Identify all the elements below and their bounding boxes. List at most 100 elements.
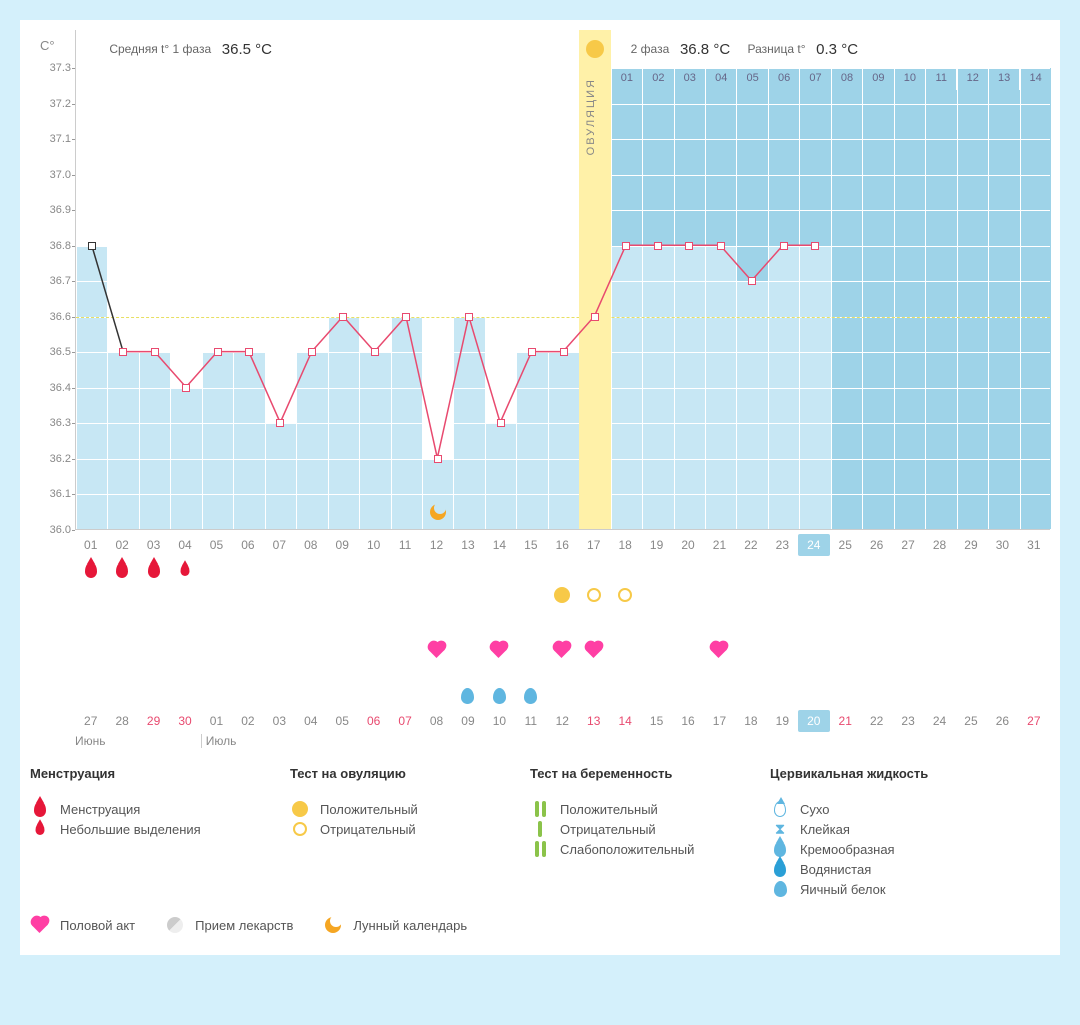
- cycle-day-label[interactable]: 17: [704, 710, 735, 732]
- cycle-day-label[interactable]: 20: [798, 710, 829, 732]
- legend-item: Положительный: [290, 799, 510, 819]
- data-point[interactable]: [308, 348, 316, 356]
- cycle-day-label[interactable]: 09: [452, 710, 483, 732]
- data-point[interactable]: [465, 313, 473, 321]
- data-point[interactable]: [497, 419, 505, 427]
- day-label[interactable]: 07: [264, 534, 295, 556]
- cycle-day-label[interactable]: 14: [609, 710, 640, 732]
- cycle-day-label[interactable]: 22: [861, 710, 892, 732]
- data-point[interactable]: [717, 242, 725, 250]
- day-label[interactable]: 02: [106, 534, 137, 556]
- data-point[interactable]: [622, 242, 630, 250]
- data-point[interactable]: [402, 313, 410, 321]
- data-point[interactable]: [560, 348, 568, 356]
- data-point[interactable]: [371, 348, 379, 356]
- day-label[interactable]: 11: [389, 534, 420, 556]
- day-label[interactable]: 22: [735, 534, 766, 556]
- cycle-day-label[interactable]: 05: [327, 710, 358, 732]
- data-point[interactable]: [591, 313, 599, 321]
- day-label[interactable]: 06: [232, 534, 263, 556]
- day-label[interactable]: 23: [767, 534, 798, 556]
- cycle-day-label[interactable]: 15: [641, 710, 672, 732]
- data-point[interactable]: [214, 348, 222, 356]
- data-point[interactable]: [780, 242, 788, 250]
- cycle-day-label[interactable]: 11: [515, 710, 546, 732]
- day-label[interactable]: 19: [641, 534, 672, 556]
- cycle-day-label[interactable]: 10: [484, 710, 515, 732]
- data-point[interactable]: [276, 419, 284, 427]
- data-point[interactable]: [748, 277, 756, 285]
- data-point[interactable]: [151, 348, 159, 356]
- intercourse-icon: [712, 642, 728, 658]
- cycle-day-label[interactable]: 12: [547, 710, 578, 732]
- cervical-icon: [493, 688, 506, 704]
- day-label[interactable]: 26: [861, 534, 892, 556]
- day-label[interactable]: 05: [201, 534, 232, 556]
- day-label[interactable]: 15: [515, 534, 546, 556]
- cycle-day-label[interactable]: 06: [358, 710, 389, 732]
- cycle-day-label[interactable]: 16: [672, 710, 703, 732]
- cycle-day-label[interactable]: 27: [75, 710, 106, 732]
- day-label[interactable]: 30: [987, 534, 1018, 556]
- day-label[interactable]: 31: [1018, 534, 1049, 556]
- cycle-day-label[interactable]: 30: [169, 710, 200, 732]
- cycle-day-label[interactable]: 27: [1018, 710, 1049, 732]
- data-point[interactable]: [119, 348, 127, 356]
- y-tick: 37.0: [50, 169, 71, 181]
- data-point[interactable]: [654, 242, 662, 250]
- cycle-day-label[interactable]: 29: [138, 710, 169, 732]
- day-label[interactable]: 27: [892, 534, 923, 556]
- day-label[interactable]: 03: [138, 534, 169, 556]
- legend-label: Положительный: [320, 802, 418, 817]
- day-label[interactable]: 14: [484, 534, 515, 556]
- data-point[interactable]: [811, 242, 819, 250]
- cycle-day-label[interactable]: 07: [389, 710, 420, 732]
- cycle-day-label[interactable]: 26: [987, 710, 1018, 732]
- data-point[interactable]: [88, 242, 96, 250]
- legend-item: Лунный календарь: [323, 915, 467, 935]
- cycle-day-label[interactable]: 19: [767, 710, 798, 732]
- plot-region[interactable]: Средняя t° 1 фаза 36.5 °C 2 фаза 36.8 °C…: [75, 30, 1050, 530]
- data-point[interactable]: [528, 348, 536, 356]
- cycle-day-label[interactable]: 28: [106, 710, 137, 732]
- cycle-day-label[interactable]: 08: [421, 710, 452, 732]
- menstruation-icon: [85, 562, 97, 578]
- cycle-day-label[interactable]: 04: [295, 710, 326, 732]
- day-label[interactable]: 09: [327, 534, 358, 556]
- day-label[interactable]: 25: [830, 534, 861, 556]
- chart-svg: [76, 30, 1050, 529]
- day-label[interactable]: 28: [924, 534, 955, 556]
- cycle-day-label[interactable]: 25: [955, 710, 986, 732]
- cycle-day-label[interactable]: 13: [578, 710, 609, 732]
- cycle-day-label[interactable]: 01: [201, 710, 232, 732]
- cycle-day-label[interactable]: 18: [735, 710, 766, 732]
- day-label[interactable]: 12: [421, 534, 452, 556]
- day-label[interactable]: 17: [578, 534, 609, 556]
- cycle-day-label[interactable]: 03: [264, 710, 295, 732]
- day-label[interactable]: 18: [609, 534, 640, 556]
- day-label[interactable]: 16: [547, 534, 578, 556]
- cycle-day-label[interactable]: 23: [892, 710, 923, 732]
- legend-item: Половой акт: [30, 915, 135, 935]
- y-axis: C° 37.337.237.137.036.936.836.736.636.53…: [30, 30, 75, 530]
- data-point[interactable]: [685, 242, 693, 250]
- day-label[interactable]: 24: [798, 534, 829, 556]
- legend-label: Яичный белок: [800, 882, 886, 897]
- legend-label: Отрицательный: [320, 822, 416, 837]
- ovulation-dot-icon: [586, 40, 604, 58]
- day-label[interactable]: 20: [672, 534, 703, 556]
- day-label[interactable]: 10: [358, 534, 389, 556]
- data-point[interactable]: [339, 313, 347, 321]
- day-label[interactable]: 13: [452, 534, 483, 556]
- day-label[interactable]: 04: [169, 534, 200, 556]
- data-point[interactable]: [434, 455, 442, 463]
- day-label[interactable]: 08: [295, 534, 326, 556]
- day-label[interactable]: 21: [704, 534, 735, 556]
- cycle-day-label[interactable]: 24: [924, 710, 955, 732]
- data-point[interactable]: [182, 384, 190, 392]
- data-point[interactable]: [245, 348, 253, 356]
- cycle-day-label[interactable]: 02: [232, 710, 263, 732]
- day-label[interactable]: 29: [955, 534, 986, 556]
- cycle-day-label[interactable]: 21: [830, 710, 861, 732]
- day-label[interactable]: 01: [75, 534, 106, 556]
